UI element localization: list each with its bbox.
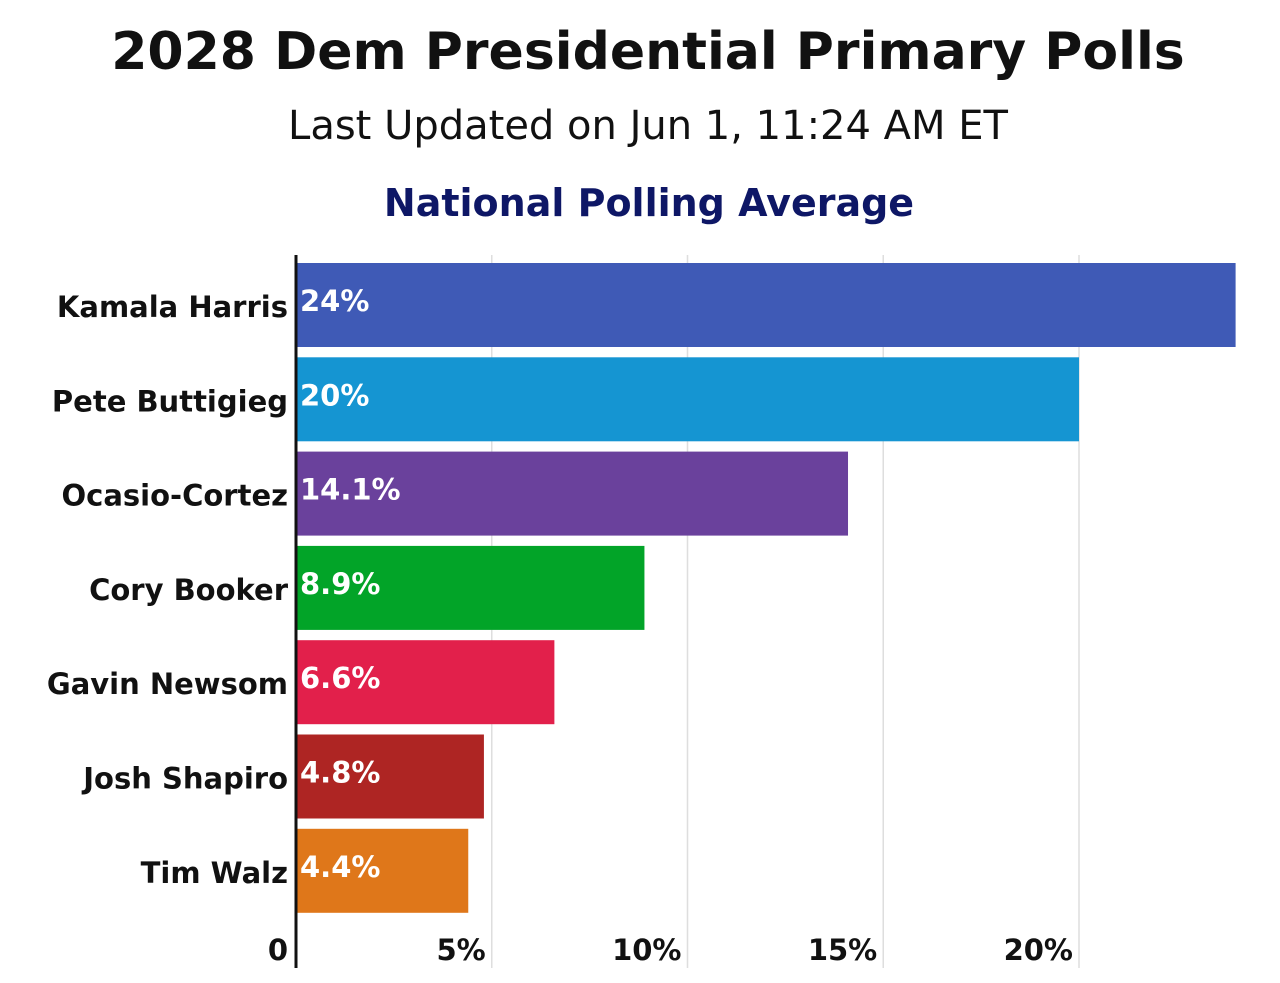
x-tick-label: 10% (612, 933, 681, 967)
category-label: Gavin Newsom (47, 667, 288, 701)
value-label: 20% (300, 378, 369, 412)
bar (296, 451, 849, 536)
value-label: 4.4% (300, 850, 380, 884)
category-labels: Kamala Harris Pete Buttigieg Ocasio-Cortez… (47, 290, 289, 890)
x-tick-label: 0 (268, 933, 288, 967)
x-tick-label: 20% (1004, 933, 1073, 967)
category-label: Tim Walz (141, 856, 288, 890)
bar (296, 734, 484, 819)
value-labels: 24% 20% 14.1% 8.9% 6.6% 4.8% 4.4% (300, 284, 401, 884)
bar (296, 263, 1236, 347)
value-label: 6.6% (300, 661, 380, 695)
x-tick-label: 5% (437, 933, 486, 967)
bar (296, 640, 555, 725)
category-label: Kamala Harris (57, 290, 288, 324)
x-tick-label: 15% (808, 933, 877, 967)
value-label: 14.1% (300, 473, 401, 507)
bars (296, 263, 1236, 913)
bar (296, 828, 469, 913)
value-label: 24% (300, 284, 369, 318)
category-label: Pete Buttigieg (52, 384, 288, 418)
bar (296, 357, 1079, 442)
value-label: 4.8% (300, 756, 380, 790)
category-label: Josh Shapiro (81, 762, 288, 796)
value-label: 8.9% (300, 567, 380, 601)
last-updated-subtitle: Last Updated on Jun 1, 11:24 AM ET (288, 103, 1008, 149)
category-label: Ocasio-Cortez (62, 479, 289, 513)
chart-title: National Polling Average (383, 181, 915, 225)
category-label: Cory Booker (89, 573, 289, 607)
page-title: 2028 Dem Presidential Primary Polls (111, 22, 1185, 82)
bar (296, 545, 645, 630)
x-axis-ticks: 0 5% 10% 15% 20% (268, 933, 1073, 967)
